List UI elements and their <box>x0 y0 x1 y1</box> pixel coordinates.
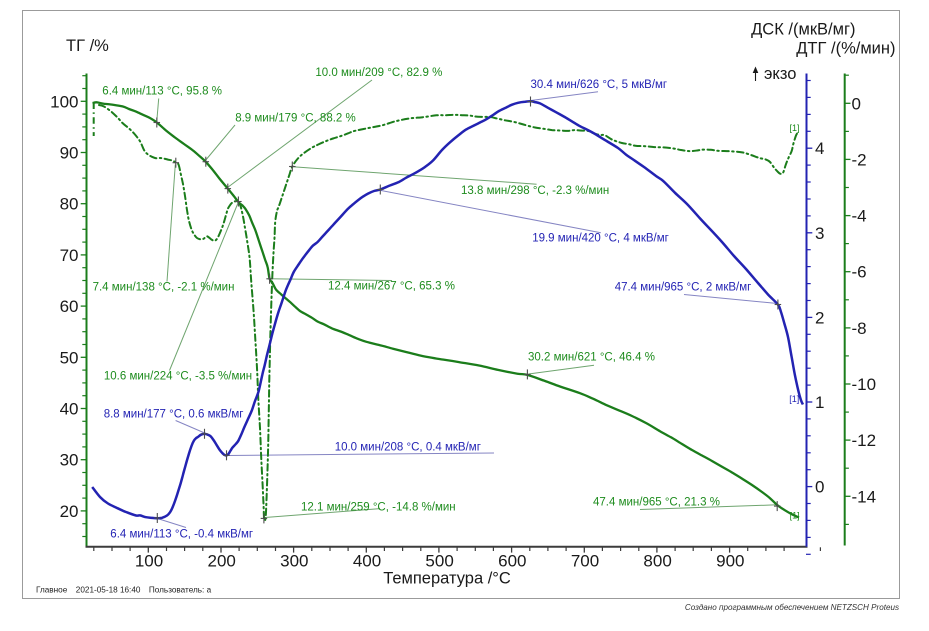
svg-text:[1]: [1] <box>790 511 800 521</box>
svg-text:[1]: [1] <box>789 394 799 404</box>
svg-text:Температура /°C: Температура /°C <box>383 570 511 588</box>
svg-text:0: 0 <box>852 94 861 113</box>
svg-text:-4: -4 <box>852 207 867 226</box>
svg-text:600: 600 <box>498 552 526 571</box>
svg-text:8.9 мин/179 °C, 88.2 %: 8.9 мин/179 °C, 88.2 % <box>235 113 356 125</box>
svg-text:3: 3 <box>815 224 824 243</box>
svg-text:Пользователь: a: Пользователь: a <box>149 585 212 594</box>
svg-text:экзо: экзо <box>764 65 796 83</box>
svg-text:ДТГ /(%/мин): ДТГ /(%/мин) <box>796 39 895 57</box>
svg-text:30: 30 <box>60 451 79 470</box>
svg-text:7.4 мин/138 °C, -2.1 %/мин: 7.4 мин/138 °C, -2.1 %/мин <box>93 282 235 294</box>
svg-text:300: 300 <box>280 552 308 571</box>
svg-text:0: 0 <box>815 478 824 497</box>
svg-text:90: 90 <box>60 144 79 163</box>
svg-text:12.1 мин/259 °C, -14.8 %/мин: 12.1 мин/259 °C, -14.8 %/мин <box>301 502 456 514</box>
svg-text:400: 400 <box>353 552 381 571</box>
svg-text:40: 40 <box>60 400 79 419</box>
svg-text:60: 60 <box>60 297 79 316</box>
svg-text:47.4 мин/965 °C, 2 мкВ/мг: 47.4 мин/965 °C, 2 мкВ/мг <box>615 281 752 293</box>
svg-text:200: 200 <box>208 552 236 571</box>
svg-text:8.8 мин/177 °C, 0.6 мкВ/мг: 8.8 мин/177 °C, 0.6 мкВ/мг <box>104 408 244 420</box>
svg-text:1: 1 <box>815 393 824 412</box>
svg-text:80: 80 <box>60 195 79 214</box>
svg-text:6.4 мин/113 °C, -0.4 мкВ/мг: 6.4 мин/113 °C, -0.4 мкВ/мг <box>110 529 253 541</box>
svg-text:ТГ /%: ТГ /% <box>66 37 109 55</box>
svg-text:19.9 мин/420 °C, 4 мкВ/мг: 19.9 мин/420 °C, 4 мкВ/мг <box>532 233 669 245</box>
svg-text:500: 500 <box>425 552 453 571</box>
svg-text:13.8 мин/298 °C, -2.3 %/мин: 13.8 мин/298 °C, -2.3 %/мин <box>461 185 609 197</box>
svg-text:47.4 мин/965 °C, 21.3 %: 47.4 мин/965 °C, 21.3 % <box>593 496 720 508</box>
svg-text:100: 100 <box>135 552 163 571</box>
svg-text:-8: -8 <box>852 319 867 338</box>
svg-text:4: 4 <box>815 139 824 158</box>
svg-text:10.6 мин/224 °C, -3.5 %/мин: 10.6 мин/224 °C, -3.5 %/мин <box>104 370 252 382</box>
svg-text:900: 900 <box>716 552 744 571</box>
svg-text:30.2 мин/621 °C, 46.4 %: 30.2 мин/621 °C, 46.4 % <box>528 351 655 363</box>
svg-text:12.4 мин/267 °C, 65.3 %: 12.4 мин/267 °C, 65.3 % <box>328 281 455 293</box>
svg-text:800: 800 <box>643 552 671 571</box>
svg-text:-2: -2 <box>852 150 867 169</box>
svg-text:-12: -12 <box>852 431 877 450</box>
svg-text:ДСК /(мкВ/мг): ДСК /(мкВ/мг) <box>751 20 855 38</box>
svg-text:20: 20 <box>60 502 79 521</box>
svg-text:50: 50 <box>60 348 79 367</box>
svg-text:Главное: Главное <box>36 585 68 594</box>
svg-text:100: 100 <box>50 92 78 111</box>
svg-text:70: 70 <box>60 246 79 265</box>
svg-text:2: 2 <box>815 308 824 327</box>
svg-text:-14: -14 <box>852 487 877 506</box>
svg-text:Создано программным обеспечени: Создано программным обеспечением NETZSCH… <box>685 603 899 612</box>
svg-text:2021-05-18 16:40: 2021-05-18 16:40 <box>76 585 141 594</box>
svg-text:-10: -10 <box>852 375 877 394</box>
svg-text:6.4 мин/113 °C, 95.8 %: 6.4 мин/113 °C, 95.8 % <box>102 85 222 97</box>
svg-text:30.4 мин/626 °C, 5 мкВ/мг: 30.4 мин/626 °C, 5 мкВ/мг <box>531 79 668 91</box>
svg-text:-6: -6 <box>852 263 867 282</box>
svg-text:[1]: [1] <box>790 123 800 133</box>
svg-text:10.0 мин/209 °C, 82.9 %: 10.0 мин/209 °C, 82.9 % <box>315 67 442 79</box>
svg-text:10.0 мин/208 °C, 0.4 мкВ/мг: 10.0 мин/208 °C, 0.4 мкВ/мг <box>335 441 481 453</box>
svg-text:700: 700 <box>571 552 599 571</box>
